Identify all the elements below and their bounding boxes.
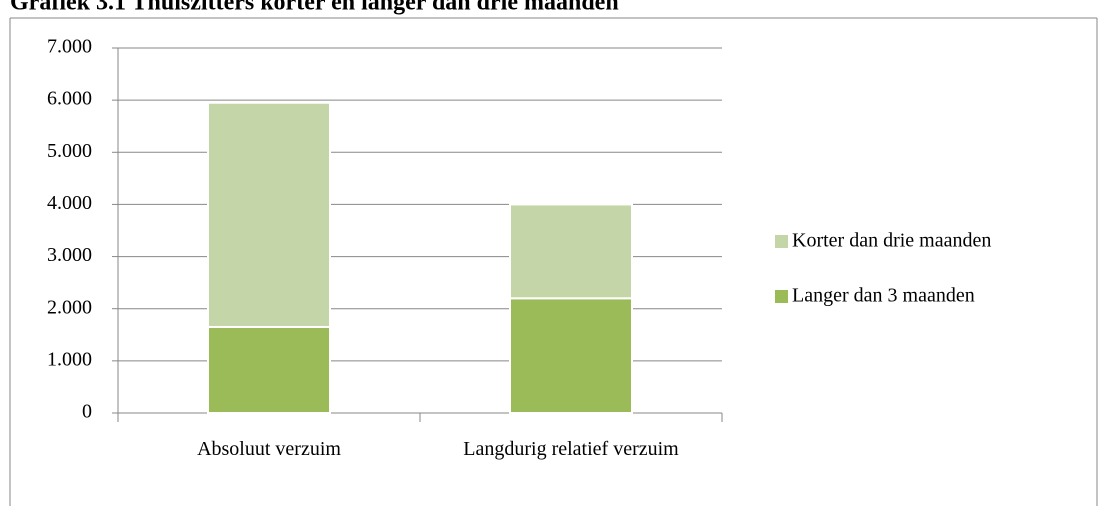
x-tick-label: Langdurig relatief verzuim [463, 438, 679, 460]
y-tick-label: 1.000 [47, 348, 92, 370]
y-tick-label: 5.000 [47, 140, 92, 162]
bar-segment [207, 101, 331, 328]
y-tick-label: 6.000 [47, 88, 92, 110]
y-tick-label: 0 [82, 401, 92, 423]
legend-swatch [775, 290, 788, 303]
bar-segment [509, 203, 633, 300]
y-tick-label: 2.000 [47, 296, 92, 318]
bar-segment [509, 297, 633, 414]
legend-label: Korter dan drie maanden [792, 230, 991, 252]
y-tick-label: 3.000 [47, 244, 92, 266]
bar-segment [207, 325, 331, 415]
legend-swatch [775, 235, 788, 248]
chart-title: Grafiek 3.1 Thuiszitters korter en lange… [10, 0, 619, 16]
x-tick-label: Absoluut verzuim [197, 438, 341, 460]
legend-label: Langer dan 3 maanden [792, 285, 975, 307]
y-tick-label: 4.000 [47, 192, 92, 214]
y-tick-label: 7.000 [47, 36, 92, 58]
